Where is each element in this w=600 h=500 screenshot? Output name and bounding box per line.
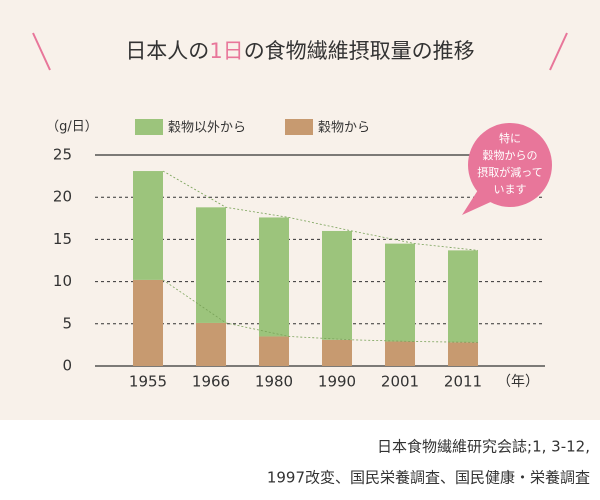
- bar: [448, 342, 478, 366]
- legend-swatch: [285, 119, 313, 135]
- source: 日本食物繊維研究会誌;1, 3-12,: [377, 438, 590, 456]
- bar: [322, 339, 352, 366]
- trend-line: [162, 170, 479, 251]
- callout-text: 特に: [499, 131, 521, 145]
- bar: [322, 230, 352, 340]
- bar: [385, 341, 415, 366]
- bar: [196, 207, 226, 323]
- bar: [259, 217, 289, 337]
- background: [0, 0, 600, 420]
- y-tick-label: 5: [62, 314, 72, 332]
- legend-label: 穀物から: [318, 121, 370, 136]
- y-tick-label: 10: [53, 272, 72, 290]
- y-tick-label: 0: [62, 357, 72, 375]
- callout-text: 穀物からの: [483, 148, 538, 162]
- y-tick-label: 20: [53, 188, 72, 206]
- bar: [448, 250, 478, 343]
- title-part: 日本人の: [125, 39, 209, 63]
- x-tick-label: 1980: [255, 373, 293, 391]
- decoration: [549, 32, 568, 71]
- source: 1997改変、国民栄養調査、国民健康・栄養調査: [267, 469, 590, 487]
- title-part: の食物繊維摂取量の推移: [244, 39, 475, 63]
- title-part: 1日: [209, 39, 243, 63]
- x-tick-label: 1955: [129, 373, 167, 391]
- x-tick-label: 2001: [381, 373, 419, 391]
- callout-text: います: [494, 183, 527, 196]
- y-tick-label: 25: [53, 146, 72, 164]
- x-axis-label: （年）: [497, 374, 539, 390]
- chart-title: 日本人の1日の食物繊維摂取量の推移: [125, 39, 474, 63]
- bar: [133, 279, 163, 366]
- bar: [259, 336, 289, 366]
- bar: [196, 322, 226, 366]
- x-tick-label: 1990: [318, 373, 356, 391]
- legend-swatch: [135, 119, 163, 135]
- x-tick-label: 2011: [444, 373, 482, 391]
- bar: [133, 171, 163, 280]
- y-tick-label: 15: [53, 230, 72, 248]
- decoration: [32, 32, 51, 71]
- legend-label: 穀物以外から: [168, 121, 246, 136]
- y-axis-label: （g/日）: [46, 120, 98, 135]
- callout-text: 摂取が減って: [477, 165, 542, 179]
- callout: [468, 123, 552, 207]
- x-tick-label: 1966: [192, 373, 230, 391]
- bar: [385, 243, 415, 342]
- trend-line: [162, 279, 479, 343]
